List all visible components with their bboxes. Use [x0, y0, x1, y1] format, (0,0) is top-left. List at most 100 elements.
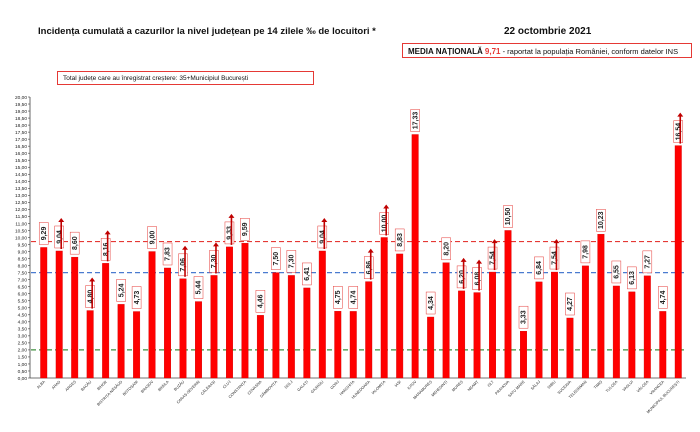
value-label-box [85, 285, 95, 308]
y-tick-label: 19,00 [15, 109, 27, 115]
value-label-box [534, 256, 544, 280]
y-tick-label: 14,50 [15, 172, 27, 178]
y-tick-label: 12,00 [15, 207, 27, 213]
value-label: 8,20 [443, 242, 450, 256]
value-label-box [549, 246, 560, 270]
value-label-box [317, 225, 328, 249]
value-label-box [116, 279, 126, 302]
national-average-note: - raportat la populația României, confor… [502, 47, 679, 56]
y-tick-label: 12,50 [15, 200, 27, 206]
value-label: 5,44 [196, 281, 203, 295]
bar [674, 145, 682, 379]
y-tick-label: 18,00 [15, 123, 27, 129]
y-tick-label: 9,00 [18, 249, 28, 255]
y-tick-label: 14,00 [15, 179, 27, 185]
category-label: MEHEDINȚI [431, 380, 449, 398]
increase-count-box: Total județe care au înregistrat creșter… [57, 71, 314, 85]
value-label-box [209, 250, 219, 273]
category-label: BRĂILA [157, 380, 170, 393]
category-label: OLT [487, 379, 495, 387]
y-tick-label: 7,00 [18, 277, 28, 283]
bar [396, 253, 404, 379]
value-label-box [642, 250, 653, 274]
value-label-box [286, 250, 297, 273]
category-label: IAȘI [394, 380, 402, 388]
bar [612, 285, 620, 379]
category-label: ALBA [36, 380, 46, 390]
value-label: 4,73 [134, 291, 141, 305]
increase-arrow-head [212, 242, 219, 247]
category-label: VÂLCEA [635, 379, 649, 393]
national-average-value: 9,71 [484, 47, 501, 56]
category-label: MUNICIPIUL BUCUREȘTI [646, 380, 681, 415]
value-label-box [162, 242, 173, 266]
bar [489, 271, 496, 379]
value-label-box [240, 218, 250, 241]
value-label: 4,74 [350, 290, 357, 304]
y-tick-label: 6,50 [18, 284, 28, 290]
category-label: ARAD [51, 380, 61, 390]
y-tick-label: 1,00 [18, 362, 28, 368]
bar [349, 311, 357, 379]
increase-arrow-head [367, 248, 374, 253]
y-tick-label: 15,00 [15, 165, 27, 171]
value-label-box [147, 226, 157, 249]
bar [380, 237, 388, 379]
value-label: 8,16 [103, 242, 110, 256]
value-label-box [518, 305, 529, 329]
category-label: ARGEȘ [65, 380, 78, 393]
category-label: BUZĂU [173, 380, 185, 392]
national-average-label: MEDIA NAȚIONALĂ [408, 47, 483, 56]
bar [442, 262, 450, 379]
y-tick-label: 2,00 [18, 348, 28, 354]
category-label: DOLJ [284, 380, 294, 390]
value-label-box [38, 222, 49, 245]
y-tick-label: 4,50 [18, 313, 28, 319]
value-label-box [394, 228, 405, 252]
bar [86, 310, 94, 379]
value-label: 4,75 [335, 290, 342, 304]
value-label-box [69, 231, 80, 255]
value-label-box [580, 240, 591, 264]
bar [287, 275, 295, 379]
increase-arrow-head [677, 112, 684, 117]
value-label: 7,50 [273, 252, 280, 266]
value-label: 9,59 [242, 222, 249, 236]
value-label-box [178, 253, 188, 277]
bar [210, 275, 218, 379]
increase-arrow-head [491, 239, 498, 244]
category-label: ILFOV [407, 380, 418, 391]
value-label-box [658, 286, 668, 309]
value-label: 3,33 [521, 310, 528, 324]
bar [164, 267, 171, 379]
value-label: 6,13 [629, 271, 636, 285]
bar [55, 250, 63, 379]
bar [272, 272, 280, 379]
bar [117, 304, 125, 379]
bar [643, 275, 651, 379]
national-average-box: MEDIA NAȚIONALĂ 9,71 - raportat la popul… [402, 43, 692, 58]
increase-arrow-head [58, 217, 65, 222]
bar [195, 301, 202, 379]
category-label: BOTOȘANI [122, 380, 139, 397]
value-label: 10,23 [598, 211, 605, 229]
category-label: GIURGIU [310, 380, 324, 394]
bar [133, 311, 141, 379]
category-label: GALAȚI [297, 380, 309, 392]
bar [256, 315, 264, 379]
category-label: SĂLAJ [530, 380, 541, 391]
bar [566, 317, 574, 379]
value-label-box [131, 286, 142, 309]
y-tick-label: 9,50 [18, 242, 28, 248]
y-tick-label: 0,00 [18, 376, 28, 382]
category-label: GORJ [330, 380, 340, 390]
bar [40, 247, 48, 379]
y-tick-label: 13,00 [15, 193, 27, 199]
category-label: VASLUI [622, 380, 634, 392]
y-tick-label: 3,50 [18, 327, 28, 333]
category-label: TIMIȘ [593, 380, 603, 390]
value-label-box [100, 238, 111, 261]
value-label: 9,29 [41, 227, 48, 241]
y-tick-label: 19,50 [15, 102, 27, 108]
bar [535, 281, 543, 379]
